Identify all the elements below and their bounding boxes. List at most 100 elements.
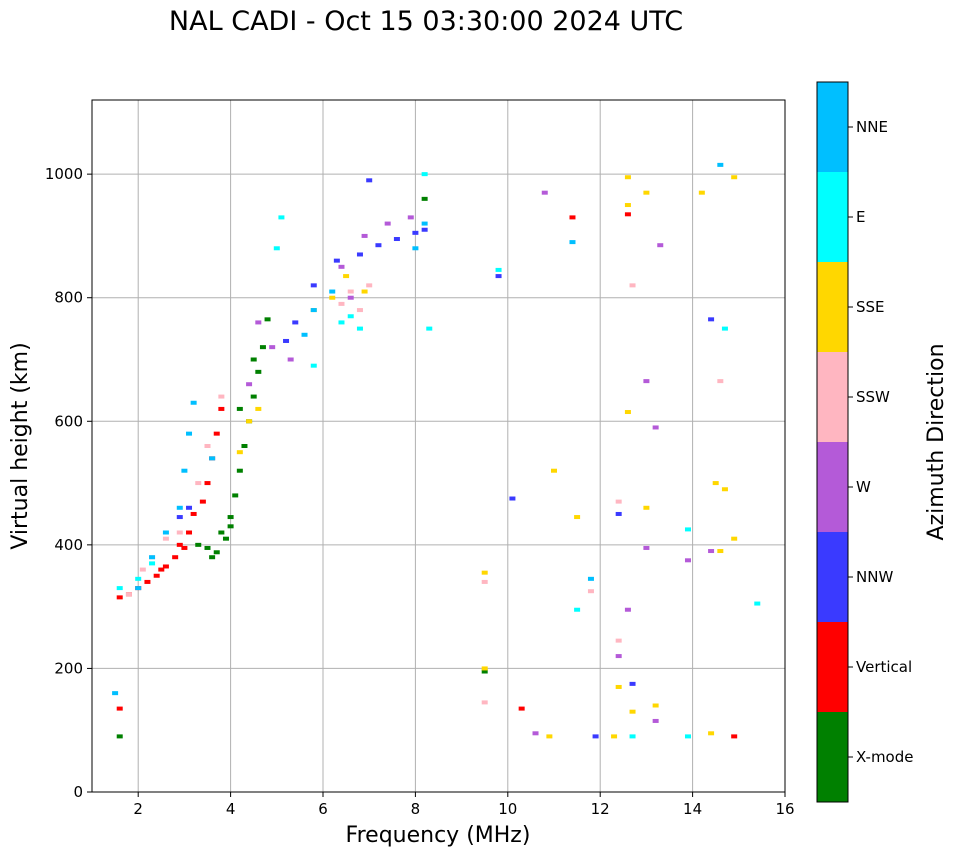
data-point — [629, 734, 636, 739]
data-point — [361, 289, 368, 294]
series-sse — [236, 175, 738, 739]
data-point — [158, 567, 165, 572]
data-point — [310, 363, 317, 368]
data-point — [176, 542, 183, 547]
data-point — [190, 511, 197, 516]
data-point — [421, 196, 428, 201]
data-point — [754, 601, 761, 606]
data-point — [684, 734, 691, 739]
data-point — [222, 536, 229, 541]
data-point — [587, 589, 594, 594]
data-point — [481, 579, 488, 584]
data-point — [481, 666, 488, 671]
series-e — [116, 172, 761, 739]
data-point — [495, 267, 502, 272]
x-axis: 2 4 6 8 10 12 14 16 — [133, 792, 795, 818]
data-point — [657, 243, 664, 248]
data-point — [176, 505, 183, 510]
colorbar: X-mode Vertical NNW W SSW SSE E NNE — [816, 81, 913, 803]
data-point — [255, 406, 262, 411]
data-point — [204, 444, 211, 448]
data-point — [643, 545, 650, 550]
y-tick-label: 200 — [54, 659, 83, 677]
x-tick-label: 14 — [683, 800, 702, 818]
data-point — [227, 515, 234, 520]
data-point — [629, 709, 636, 714]
y-tick-label: 600 — [54, 412, 83, 430]
data-point — [162, 564, 169, 569]
data-point — [684, 558, 691, 563]
chart-title: NAL CADI - Oct 15 03:30:00 2024 UTC — [168, 6, 684, 37]
data-point — [712, 481, 719, 486]
data-point — [209, 555, 216, 560]
data-point — [643, 190, 650, 195]
x-tick-label: 16 — [775, 800, 794, 818]
data-point — [116, 595, 123, 600]
data-point — [592, 734, 599, 739]
data-point — [717, 549, 724, 554]
data-point — [213, 550, 220, 555]
x-tick-label: 12 — [591, 800, 610, 818]
data-point — [273, 246, 280, 251]
data-point — [162, 530, 169, 535]
series-w — [246, 190, 715, 736]
data-point — [176, 530, 183, 535]
data-point — [569, 240, 576, 245]
x-axis-label: Frequency (MHz) — [346, 823, 531, 848]
data-point — [246, 382, 253, 387]
colorbar-segment — [817, 442, 848, 532]
colorbar-tick-label: SSW — [856, 388, 890, 406]
data-point — [731, 175, 738, 180]
data-point — [366, 178, 373, 183]
data-point — [643, 379, 650, 384]
data-point — [218, 530, 225, 535]
data-point — [356, 252, 363, 257]
data-point — [518, 706, 525, 711]
data-point — [213, 431, 220, 436]
data-point — [116, 734, 123, 739]
data-point — [186, 431, 193, 436]
data-point — [278, 215, 285, 220]
data-point — [232, 493, 239, 498]
colorbar-tick-label: NNE — [856, 118, 888, 136]
x-tick-label: 6 — [318, 800, 328, 818]
colorbar-label: Azimuth Direction — [924, 343, 949, 540]
data-point — [250, 394, 257, 399]
colorbar-segment — [817, 262, 848, 352]
data-point — [204, 481, 211, 486]
data-point — [347, 295, 354, 300]
data-point — [195, 542, 202, 547]
data-point — [717, 162, 724, 167]
colorbar-tick-label: Vertical — [856, 658, 912, 676]
data-point — [139, 567, 146, 572]
data-point — [292, 320, 299, 325]
data-point — [181, 545, 188, 550]
data-point — [546, 734, 553, 739]
data-point — [310, 283, 317, 288]
data-point — [495, 274, 502, 279]
data-point — [338, 320, 345, 325]
data-point — [190, 400, 197, 405]
y-tick-label: 400 — [54, 536, 83, 554]
colorbar-segment — [817, 352, 848, 442]
colorbar-segment — [817, 82, 848, 172]
data-point — [338, 264, 345, 269]
data-point — [407, 215, 414, 220]
y-tick-label: 1000 — [45, 165, 83, 183]
data-point — [574, 607, 581, 612]
data-point — [629, 681, 636, 686]
data-point — [338, 301, 345, 306]
data-point — [569, 215, 576, 220]
data-point — [412, 230, 419, 235]
x-tick-label: 10 — [498, 800, 517, 818]
data-point — [624, 203, 631, 208]
series-nnw — [176, 178, 715, 739]
data-point — [356, 308, 363, 313]
data-point — [532, 731, 539, 736]
y-axis: 0 200 400 600 800 1000 — [45, 165, 92, 801]
data-point — [412, 246, 419, 251]
data-point — [393, 237, 400, 242]
colorbar-tick-label: X-mode — [856, 748, 913, 766]
data-point — [287, 357, 294, 362]
